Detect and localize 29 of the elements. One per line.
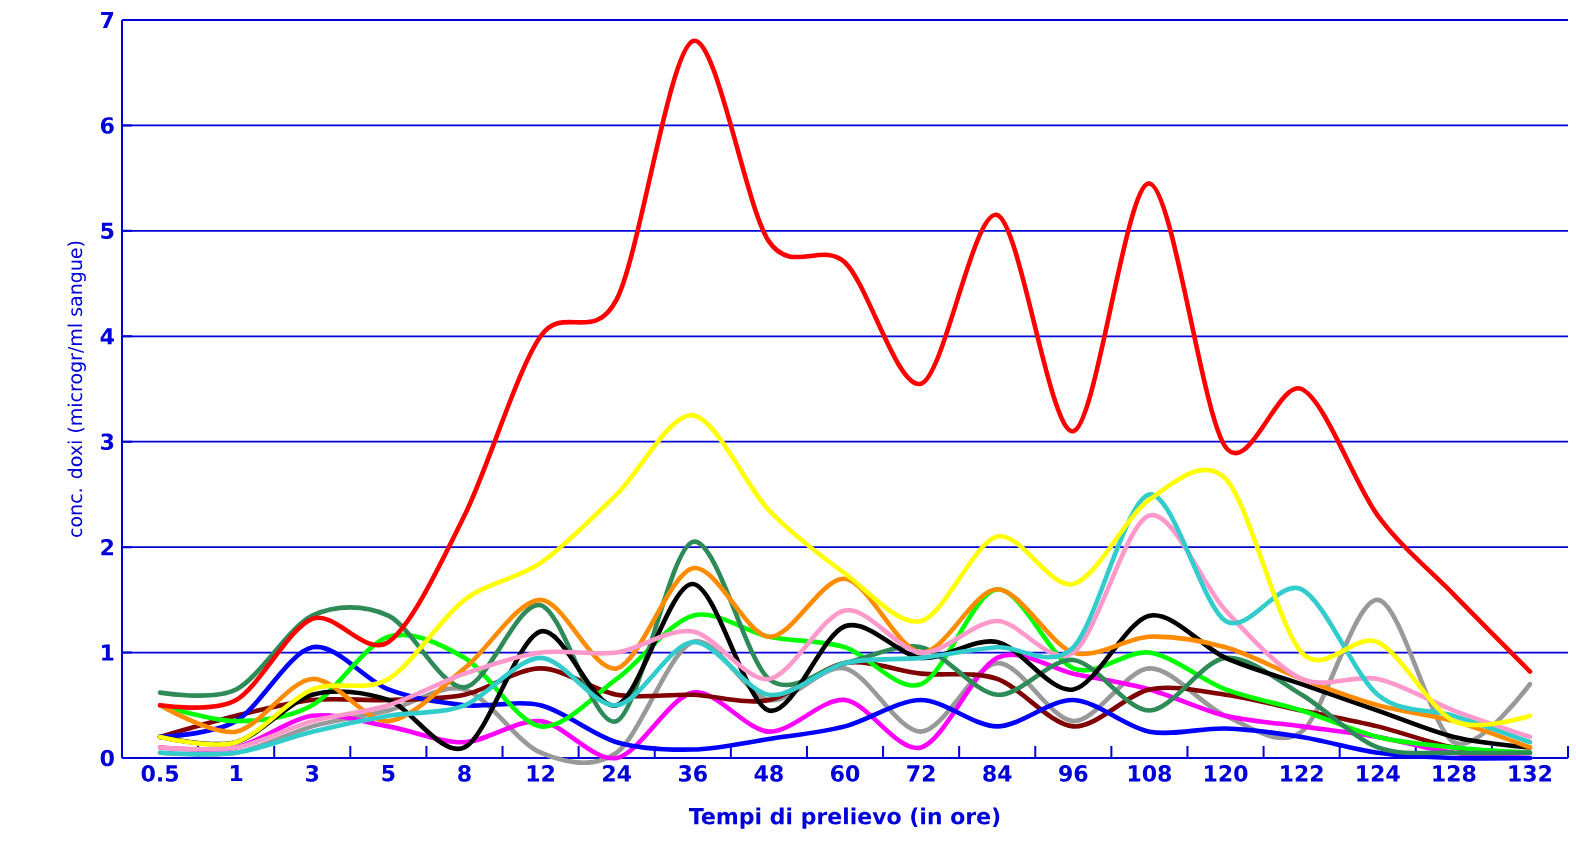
x-tick-label: 3 bbox=[306, 765, 319, 782]
x-axis-title: Tempi di prelievo (in ore) bbox=[688, 807, 1000, 829]
y-tick-label: 7 bbox=[101, 12, 114, 29]
x-tick-label: 128 bbox=[1433, 765, 1476, 782]
x-tick-label: 96 bbox=[1059, 765, 1088, 782]
x-tick-label: 36 bbox=[678, 765, 707, 782]
x-tick-label: 1 bbox=[230, 765, 243, 782]
x-tick-label: 122 bbox=[1281, 765, 1323, 782]
x-tick-label: 12 bbox=[527, 765, 554, 782]
y-tick-label: 2 bbox=[101, 539, 114, 556]
x-tick-label: 84 bbox=[983, 765, 1012, 782]
y-tick-label: 6 bbox=[100, 117, 114, 134]
y-tick-label: 0 bbox=[100, 749, 114, 767]
x-tick-label: 124 bbox=[1357, 765, 1400, 782]
x-tick-label: 0.5 bbox=[141, 765, 179, 782]
x-tick-label: 5 bbox=[382, 765, 395, 782]
x-tick-label: 8 bbox=[458, 765, 471, 782]
x-tick-label: 120 bbox=[1205, 765, 1248, 782]
x-tick-label: 108 bbox=[1128, 765, 1172, 782]
y-tick-label: 4 bbox=[100, 328, 114, 345]
y-tick-label: 3 bbox=[101, 433, 114, 451]
x-tick-label: 72 bbox=[907, 765, 935, 782]
y-tick-label: 5 bbox=[101, 222, 114, 240]
x-tick-label: 132 bbox=[1509, 765, 1552, 782]
y-tick-label: 1 bbox=[102, 644, 114, 661]
y-axis-title: conc. doxi (microgr/ml sangue) bbox=[67, 241, 86, 537]
x-tick-label: 48 bbox=[754, 765, 783, 782]
x-tick-label: 24 bbox=[603, 765, 631, 782]
x-tick-label: 60 bbox=[831, 765, 860, 782]
